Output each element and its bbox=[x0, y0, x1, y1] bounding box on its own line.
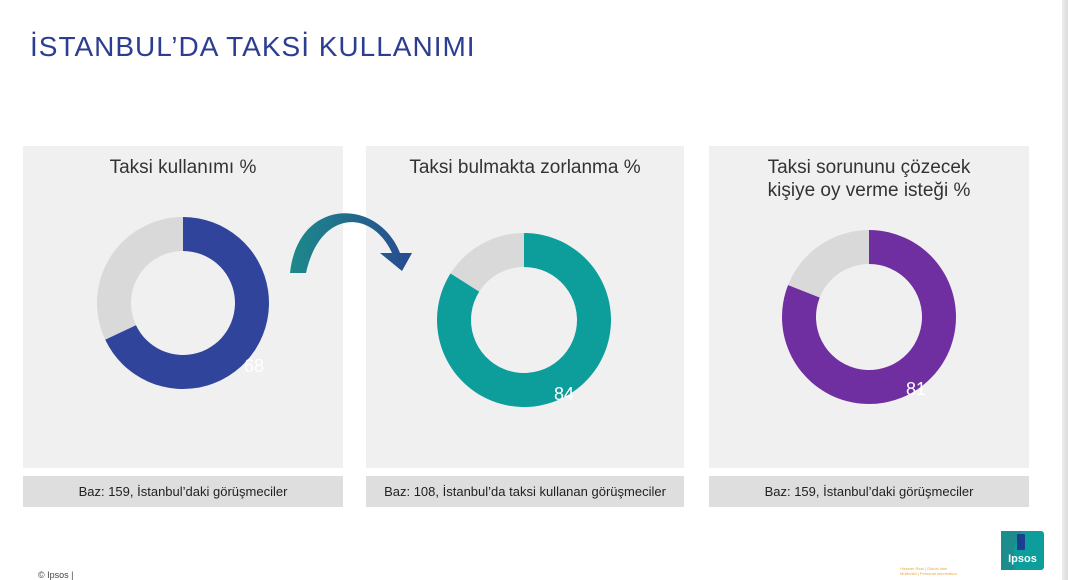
data-label: 68 bbox=[244, 356, 264, 376]
base-note-oy-verme-istegi: Baz: 159, İstanbul’daki görüşmeciler bbox=[709, 476, 1029, 507]
chart-title: Taksi sorununu çözecek kişiye oy verme i… bbox=[709, 156, 1029, 202]
chart-title-line-2: kişiye oy verme isteği % bbox=[767, 180, 971, 201]
chart-title: Taksi bulmakta zorlanma % bbox=[409, 157, 641, 178]
svg-text:Ipsos: Ipsos bbox=[1008, 553, 1037, 565]
donut-slice-value bbox=[105, 217, 269, 389]
base-note-taksi-kullanimi: Baz: 159, İstanbul’daki görüşmeciler bbox=[23, 476, 343, 507]
right-edge-shadow bbox=[1062, 0, 1068, 580]
donut-slice-remainder bbox=[450, 233, 524, 292]
data-label: 84 bbox=[554, 384, 574, 404]
chart-title-line-1: Taksi sorununu çözecek bbox=[767, 157, 971, 178]
tagline-line-1: Hisseler Real | Global Intel bbox=[900, 566, 948, 571]
base-note-taksi-bulmakta-zorlanma: Baz: 108, İstanbul’da taksi kullanan gör… bbox=[366, 476, 684, 507]
data-label: 81 bbox=[906, 379, 926, 399]
donut-slice-remainder bbox=[788, 230, 869, 298]
tagline-line-2: Multichild | Personal Information bbox=[900, 571, 957, 576]
copyright-footer: © Ipsos | bbox=[38, 570, 74, 580]
donut-chart-oy-verme-istegi: 81 bbox=[782, 230, 956, 404]
donut-slice-value bbox=[782, 230, 956, 404]
chart-panel-taksi-bulmakta-zorlanma: Taksi bulmakta zorlanma % 84 bbox=[366, 146, 684, 468]
curved-arrow-icon bbox=[290, 213, 412, 273]
donut-chart-taksi-bulmakta-zorlanma: 84 bbox=[437, 233, 611, 407]
tagline: Hisseler Real | Global Intel Multichild … bbox=[900, 566, 957, 576]
donut-slice-remainder bbox=[96, 217, 183, 340]
ipsos-logo: Ipsos bbox=[1001, 531, 1044, 570]
chart-panel-oy-verme-istegi: Taksi sorununu çözecek kişiye oy verme i… bbox=[709, 146, 1029, 468]
chart-panel-taksi-kullanimi: Taksi kullanımı % 68 bbox=[23, 146, 343, 468]
page-title: İSTANBUL’DA TAKSİ KULLANIMI bbox=[30, 31, 476, 62]
donut-chart-taksi-kullanimi: 68 bbox=[96, 217, 269, 389]
donut-slice-value bbox=[437, 233, 611, 407]
chart-title: Taksi kullanımı % bbox=[109, 157, 257, 178]
